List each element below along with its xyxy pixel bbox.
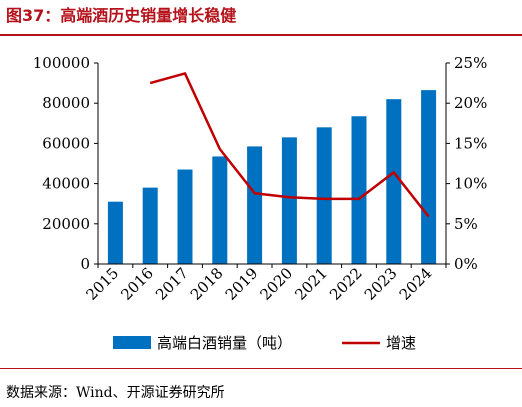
bar-2023 [386,99,402,265]
left-tick-label: 20000 [42,215,90,233]
bar-2017 [177,169,193,264]
legend: 高端白酒销量（吨） 增速 [113,334,416,352]
bar-2022 [351,116,367,264]
x-tick-label: 2021 [291,264,331,304]
figure-title: 图37：高端酒历史销量增长稳健 [6,6,237,25]
axes [94,62,450,268]
x-tick-label: 2017 [152,264,192,304]
left-tick-label: 100000 [33,54,90,72]
x-tick-label: 2024 [396,264,436,304]
bar-2018 [212,156,228,264]
left-tick-label: 80000 [42,94,90,112]
right-tick-label: 25% [454,54,487,72]
title-rule [0,34,522,36]
left-tick-label: 60000 [42,134,90,152]
bar-2024 [421,90,437,264]
right-tick-labels: 0% 5% 10% 15% 20% 25% [454,54,487,273]
source-note: 数据来源：Wind、开源证券研究所 [6,385,225,401]
bar-2019 [247,146,263,264]
growth-line [149,72,430,218]
x-tick-label: 2018 [187,264,227,304]
legend-line-label: 增速 [386,334,416,352]
line-series [149,72,430,218]
left-tick-label: 40000 [42,175,90,193]
x-tick-label: 2022 [326,264,366,304]
legend-bar-swatch [113,336,151,349]
x-tick-label: 2019 [222,264,262,304]
x-tick-label: 2016 [117,264,157,304]
bar-2015 [107,201,123,264]
right-tick-label: 10% [454,175,487,193]
legend-bar-label: 高端白酒销量（吨） [157,334,292,352]
left-tick-labels: 0 20000 40000 60000 80000 100000 [33,54,90,273]
source-rule [0,368,522,369]
x-tick-label: 2023 [361,264,401,304]
right-tick-label: 5% [454,215,478,233]
bar-2021 [316,127,332,264]
bar-2020 [281,137,297,264]
right-tick-label: 15% [454,134,487,152]
bar-2016 [142,187,158,264]
left-tick-label: 0 [80,255,90,273]
bar-series [107,90,437,265]
right-tick-label: 20% [454,94,487,112]
x-tick-label: 2020 [256,264,296,304]
right-tick-label: 0% [454,255,478,273]
